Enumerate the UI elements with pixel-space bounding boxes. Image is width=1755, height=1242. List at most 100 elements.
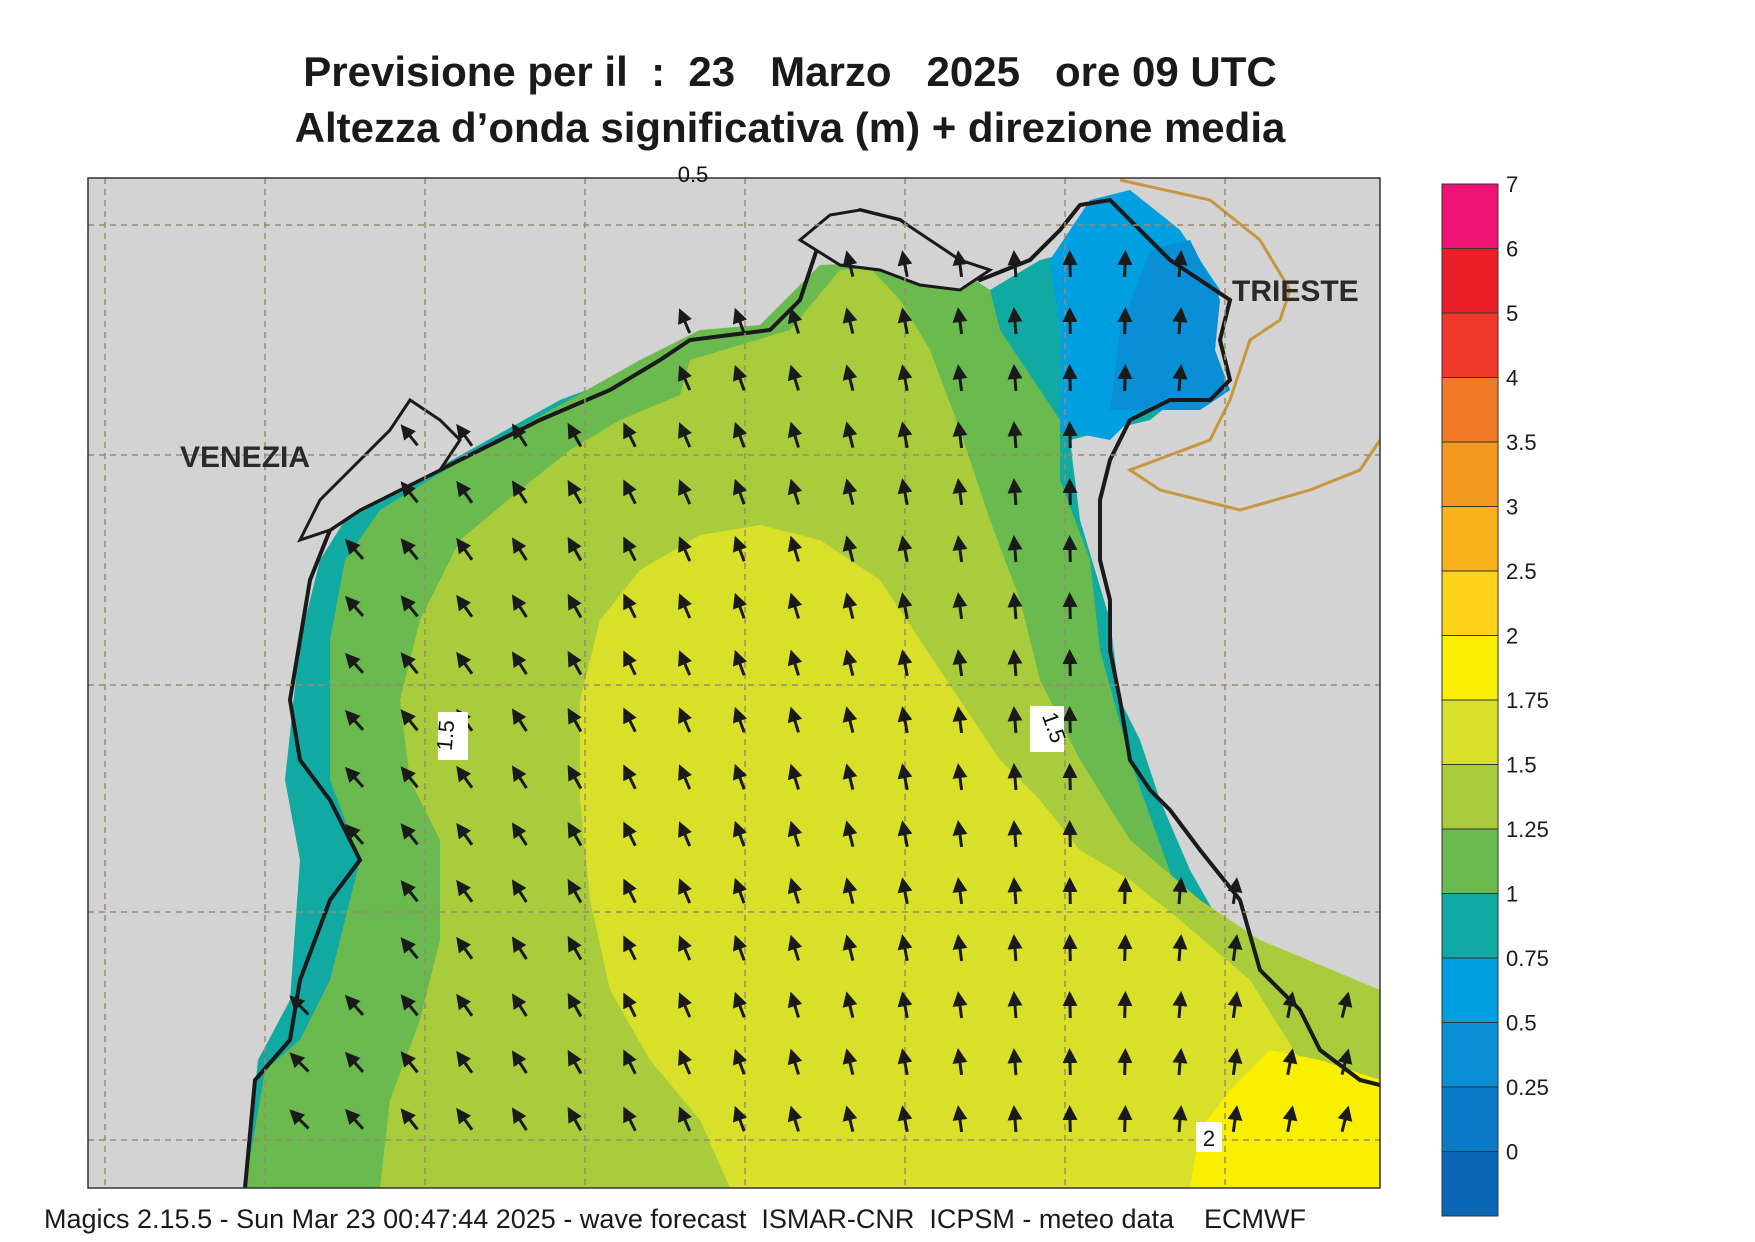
direction-arrow: [1117, 877, 1133, 905]
direction-arrow: [897, 1105, 913, 1133]
direction-arrow: [897, 1048, 913, 1076]
direction-arrow: [1062, 1105, 1078, 1133]
legend-swatch: [1441, 312, 1499, 378]
direction-arrow: [1062, 763, 1078, 791]
legend-swatch: [1441, 699, 1499, 765]
legend-swatch: [1441, 1151, 1499, 1217]
legend-swatch: [1441, 183, 1499, 249]
direction-arrow: [842, 307, 858, 335]
direction-arrow: [456, 993, 474, 1017]
direction-arrow: [897, 934, 913, 962]
direction-arrow: [952, 364, 968, 392]
direction-arrow: [400, 481, 419, 504]
city-label-trieste: TRIESTE: [1232, 275, 1359, 308]
direction-arrow: [1172, 1048, 1188, 1076]
direction-arrow: [567, 479, 583, 505]
direction-arrow: [897, 592, 913, 620]
direction-arrow: [952, 1048, 968, 1076]
direction-arrow: [567, 878, 583, 904]
direction-arrow: [787, 1105, 803, 1132]
direction-arrow: [567, 821, 583, 847]
direction-arrow: [344, 652, 365, 674]
direction-arrow: [567, 422, 583, 448]
direction-arrow: [897, 535, 913, 563]
direction-arrow: [842, 1048, 858, 1076]
graticule: [88, 178, 1380, 1188]
border-line: [1119, 178, 1380, 512]
direction-arrow: [400, 709, 419, 732]
direction-arrow: [623, 536, 637, 562]
direction-arrow: [623, 1049, 637, 1075]
direction-arrow: [897, 649, 913, 677]
direction-arrow: [787, 535, 803, 562]
direction-arrow: [678, 365, 692, 391]
direction-arrow: [842, 250, 858, 278]
legend-swatch: [1441, 248, 1499, 314]
direction-arrow: [1282, 991, 1298, 1019]
direction-arrow: [456, 537, 474, 561]
direction-arrow: [456, 1050, 474, 1074]
direction-arrow: [289, 1109, 310, 1130]
direction-arrow: [1007, 706, 1023, 734]
direction-arrow: [732, 763, 748, 790]
direction-arrow: [842, 877, 858, 905]
direction-arrow: [1337, 1105, 1353, 1133]
direction-arrow: [952, 649, 968, 677]
map-subtitle: Altezza d’onda significativa (m) + direz…: [294, 104, 1286, 151]
city-label-venezia: VENEZIA: [180, 441, 310, 474]
legend-swatch: [1441, 893, 1499, 959]
direction-arrow: [1117, 934, 1133, 962]
contour-label-top: 0.5: [678, 162, 709, 187]
coastline: [243, 197, 1380, 1188]
direction-arrow: [1282, 1048, 1298, 1076]
direction-arrow: [1062, 307, 1078, 335]
direction-arrow: [787, 820, 803, 847]
direction-arrow: [1062, 478, 1078, 506]
direction-arrow: [400, 994, 419, 1017]
direction-arrow: [678, 821, 692, 847]
direction-arrow: [1007, 364, 1023, 392]
direction-arrow: [567, 764, 583, 790]
direction-arrow: [400, 880, 419, 903]
svg-text:1.5: 1.5: [432, 719, 460, 752]
direction-arrow: [1007, 250, 1023, 278]
direction-arrow: [1117, 250, 1133, 278]
legend-tick-label: 0.25: [1506, 1075, 1549, 1100]
direction-arrow: [511, 822, 528, 846]
direction-arrow: [344, 823, 365, 845]
direction-arrow: [952, 478, 968, 506]
direction-arrow: [897, 421, 913, 449]
direction-arrow: [1007, 535, 1023, 563]
direction-arrow: [1007, 934, 1023, 962]
direction-arrow: [952, 991, 968, 1019]
direction-arrow: [1062, 877, 1078, 905]
direction-arrow: [678, 707, 692, 733]
direction-arrow: [511, 651, 528, 675]
direction-arrow: [732, 706, 748, 733]
direction-arrow: [1062, 421, 1078, 449]
direction-arrow: [400, 766, 419, 789]
direction-arrow: [787, 307, 803, 334]
direction-arrow: [511, 708, 528, 732]
direction-arrow: [289, 995, 310, 1016]
direction-arrow: [732, 934, 748, 961]
footer-credits: Magics 2.15.5 - Sun Mar 23 00:47:44 2025…: [44, 1204, 1306, 1234]
direction-arrow: [511, 594, 528, 618]
direction-arrow: [623, 992, 637, 1018]
direction-arrow: [1337, 991, 1353, 1019]
direction-arrow: [1227, 1048, 1243, 1076]
direction-arrow: [1062, 364, 1078, 392]
direction-arrow: [897, 763, 913, 791]
direction-arrow: [732, 592, 748, 619]
direction-arrow: [1282, 1105, 1298, 1133]
direction-arrow: [678, 935, 692, 961]
direction-arrow: [787, 592, 803, 619]
direction-arrow: [1117, 1105, 1133, 1133]
direction-arrow: [456, 423, 474, 447]
direction-arrow: [456, 765, 474, 789]
direction-arrow: [1007, 307, 1023, 335]
direction-arrow: [567, 650, 583, 676]
direction-arrow: [623, 593, 637, 619]
direction-arrow: [787, 649, 803, 676]
